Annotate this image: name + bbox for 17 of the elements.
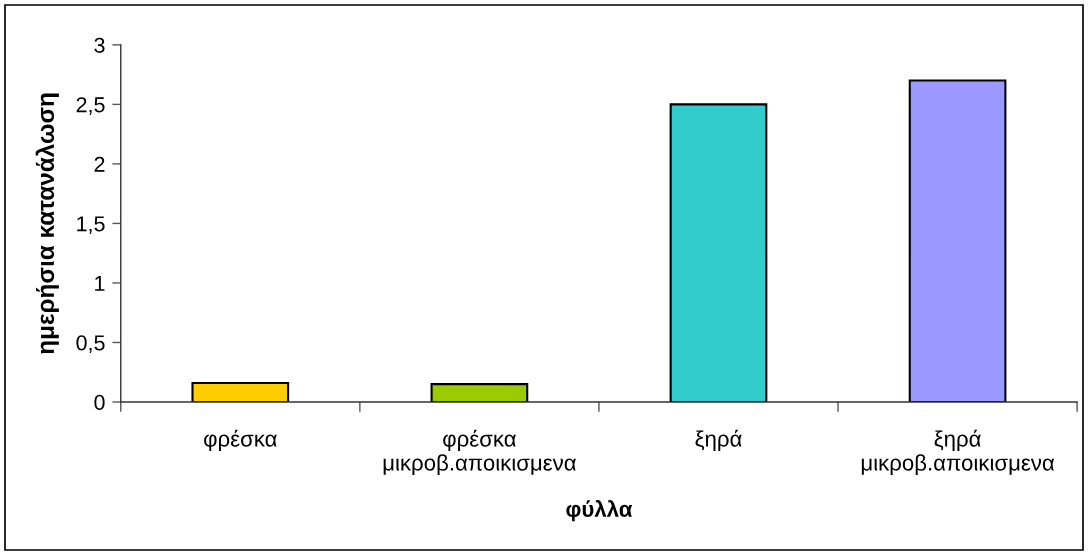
y-tick-label: 2 — [94, 156, 105, 172]
y-tick-label: 0 — [94, 394, 105, 410]
x-tick-label: φρέσκα — [204, 429, 277, 452]
bar — [908, 79, 1007, 402]
y-axis-title: ημερήσια κατανάλωση — [35, 93, 59, 354]
y-tick-label: 2,5 — [76, 97, 105, 115]
x-axis-title: φύλλα — [566, 500, 633, 522]
x-tick-label: ξηρά μικροβ.αποικισμενα — [861, 429, 1055, 476]
y-tick-label: 1 — [95, 275, 105, 291]
y-tick-label: 1,5 — [77, 216, 105, 234]
y-tick-label: 3 — [94, 37, 105, 53]
x-tick-label: φρέσκα μικροβ.αποικισμενα — [383, 429, 576, 476]
bar — [669, 103, 768, 402]
x-tick-label: ξηρά — [695, 429, 742, 452]
bar — [191, 381, 290, 402]
bar — [430, 383, 529, 402]
y-tick-label: 0,5 — [76, 335, 105, 354]
